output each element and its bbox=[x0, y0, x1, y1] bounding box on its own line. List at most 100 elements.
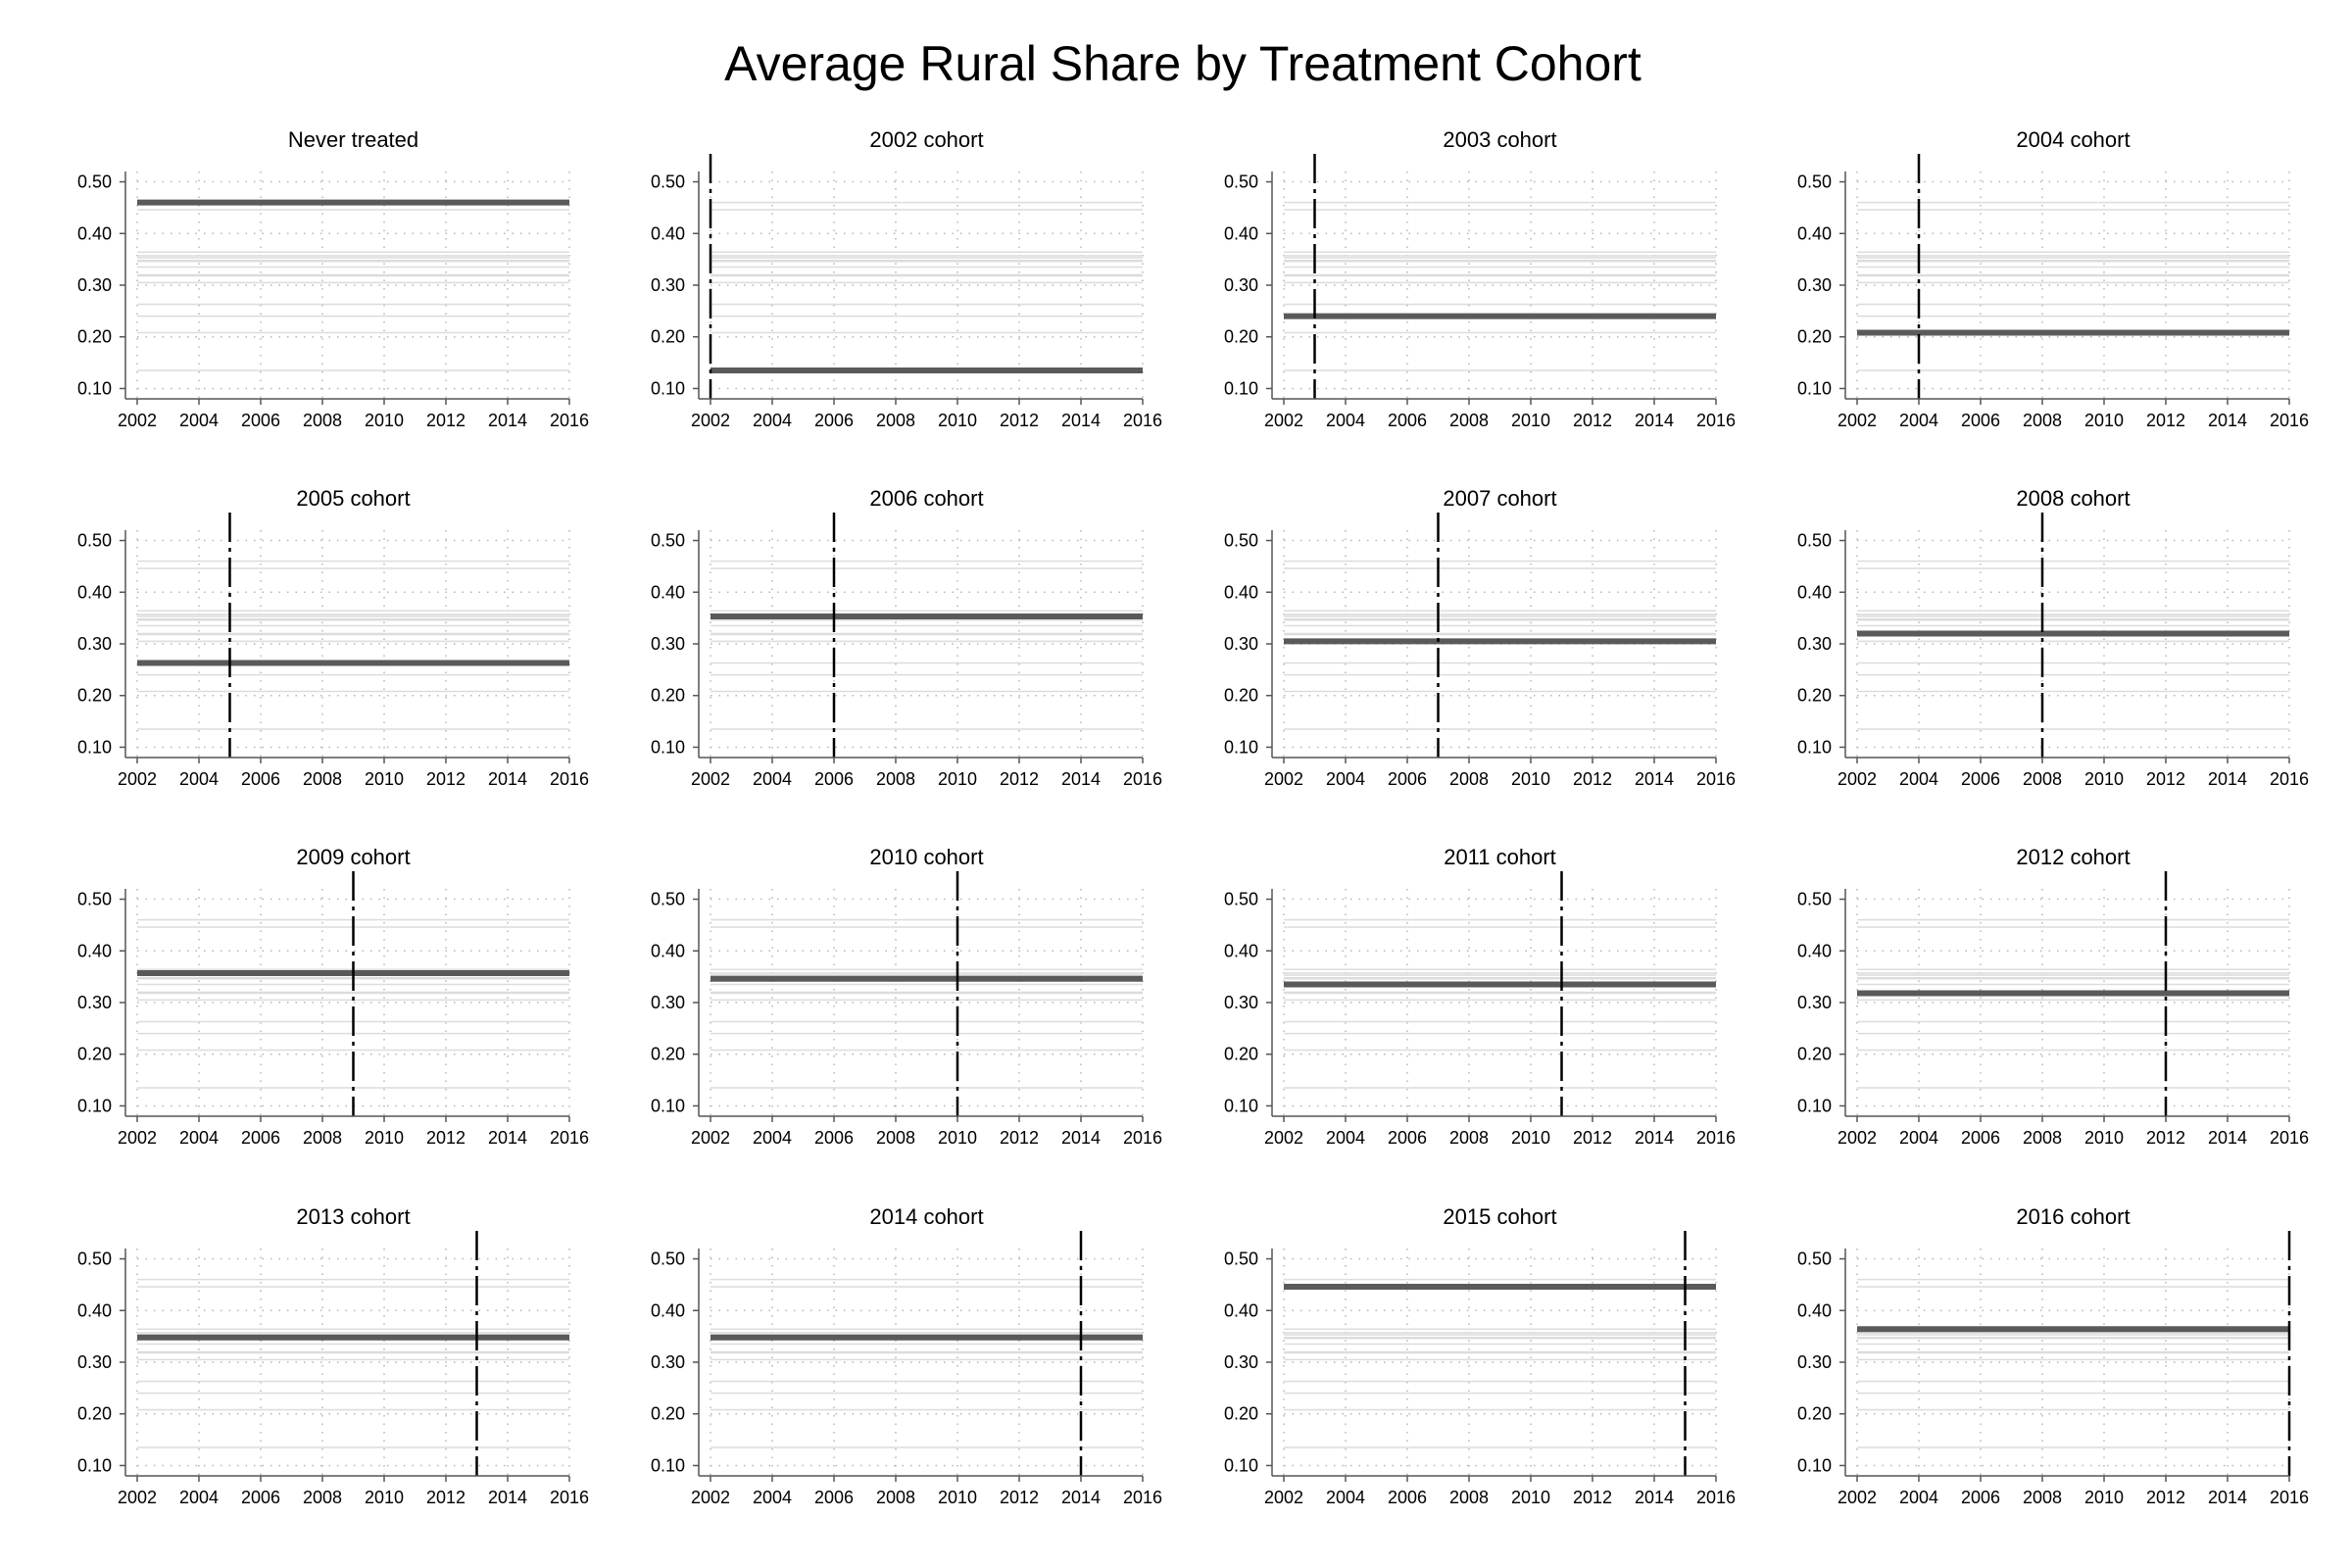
x-tick-label: 2004 bbox=[753, 1128, 792, 1148]
x-tick-label: 2004 bbox=[1899, 1488, 1938, 1507]
y-tick-label: 0.30 bbox=[77, 993, 112, 1012]
y-tick-label: 0.50 bbox=[77, 1250, 112, 1269]
y-tick-label: 0.50 bbox=[651, 890, 685, 909]
x-tick-label: 2010 bbox=[938, 411, 977, 430]
x-tick-label: 2012 bbox=[1000, 769, 1039, 789]
y-tick-label: 0.40 bbox=[1797, 941, 1832, 960]
panel-6: 2006 cohort 2002 2004 2006 2008 2010 2012 2014 2… bbox=[651, 486, 1162, 789]
x-tick-label: 2006 bbox=[1961, 411, 2000, 430]
panel-title: 2002 cohort bbox=[869, 127, 983, 152]
y-tick-label: 0.40 bbox=[1797, 223, 1832, 243]
x-tick-label: 2002 bbox=[1264, 769, 1303, 789]
panel-16: 2016 cohort 2002 2004 2006 2008 2010 2012 2014 2… bbox=[1797, 1204, 2309, 1507]
x-tick-label: 2010 bbox=[2084, 1128, 2124, 1148]
x-tick-label: 2002 bbox=[118, 769, 157, 789]
x-tick-label: 2016 bbox=[1123, 769, 1162, 789]
panel-1: Never treated 2002 2004 2006 2008 2010 2012 201… bbox=[77, 127, 589, 430]
panel-title: 2009 cohort bbox=[296, 845, 410, 869]
x-tick-label: 2002 bbox=[118, 411, 157, 430]
y-tick-label: 0.40 bbox=[77, 941, 112, 960]
x-tick-label: 2008 bbox=[2023, 411, 2062, 430]
x-tick-label: 2016 bbox=[1696, 1488, 1736, 1507]
panel-2: 2002 cohort 2002 2004 2006 2008 2010 2012 2014 2… bbox=[651, 127, 1162, 430]
panel-title: 2012 cohort bbox=[2016, 845, 2130, 869]
x-tick-label: 2016 bbox=[1696, 411, 1736, 430]
x-tick-label: 2002 bbox=[1838, 411, 1877, 430]
y-tick-label: 0.40 bbox=[651, 1300, 685, 1320]
panel-title: 2014 cohort bbox=[869, 1204, 983, 1229]
x-tick-label: 2014 bbox=[1061, 411, 1101, 430]
x-tick-label: 2004 bbox=[179, 1128, 219, 1148]
panel-11: 2011 cohort 2002 2004 2006 2008 2010 2012 2014 2… bbox=[1224, 845, 1736, 1148]
x-tick-label: 2004 bbox=[753, 769, 792, 789]
panel-9: 2009 cohort 2002 2004 2006 2008 2010 2012 2014 2… bbox=[77, 845, 589, 1148]
x-tick-label: 2010 bbox=[1511, 1128, 1550, 1148]
y-tick-label: 0.50 bbox=[651, 1250, 685, 1269]
y-tick-label: 0.40 bbox=[77, 582, 112, 602]
x-tick-label: 2006 bbox=[814, 411, 854, 430]
y-tick-label: 0.50 bbox=[1797, 172, 1832, 192]
x-tick-label: 2012 bbox=[426, 1128, 466, 1148]
x-tick-label: 2014 bbox=[1061, 769, 1101, 789]
panel-title: 2011 cohort bbox=[1444, 845, 1556, 869]
panel-14: 2014 cohort 2002 2004 2006 2008 2010 2012 2014 2… bbox=[651, 1204, 1162, 1507]
y-tick-label: 0.10 bbox=[651, 1096, 685, 1115]
panel-5: 2005 cohort 2002 2004 2006 2008 2010 2012 2014 2… bbox=[77, 486, 589, 789]
x-tick-label: 2016 bbox=[550, 1128, 589, 1148]
x-tick-label: 2014 bbox=[2208, 1128, 2247, 1148]
y-tick-label: 0.10 bbox=[1797, 378, 1832, 398]
y-tick-label: 0.10 bbox=[1797, 1455, 1832, 1475]
x-tick-label: 2010 bbox=[365, 411, 404, 430]
x-tick-label: 2006 bbox=[814, 1128, 854, 1148]
x-tick-label: 2006 bbox=[241, 1128, 280, 1148]
x-tick-label: 2010 bbox=[365, 769, 404, 789]
x-tick-label: 2002 bbox=[691, 1488, 730, 1507]
x-tick-label: 2010 bbox=[1511, 769, 1550, 789]
panel-4: 2004 cohort 2002 2004 2006 2008 2010 2012 2014 2… bbox=[1797, 127, 2309, 430]
y-tick-label: 0.50 bbox=[1224, 1250, 1258, 1269]
x-tick-label: 2002 bbox=[1838, 769, 1877, 789]
x-tick-label: 2004 bbox=[1899, 411, 1938, 430]
x-tick-label: 2012 bbox=[426, 1488, 466, 1507]
x-tick-label: 2014 bbox=[2208, 411, 2247, 430]
x-tick-label: 2006 bbox=[1388, 1128, 1427, 1148]
panel-title: 2015 cohort bbox=[1443, 1204, 1556, 1229]
x-tick-label: 2012 bbox=[1573, 769, 1612, 789]
x-tick-label: 2010 bbox=[938, 1488, 977, 1507]
y-tick-label: 0.40 bbox=[651, 941, 685, 960]
y-tick-label: 0.50 bbox=[1224, 172, 1258, 192]
y-tick-label: 0.20 bbox=[77, 1045, 112, 1064]
x-tick-label: 2004 bbox=[1326, 1488, 1365, 1507]
y-tick-label: 0.50 bbox=[1224, 531, 1258, 551]
y-tick-label: 0.30 bbox=[651, 634, 685, 654]
y-tick-label: 0.10 bbox=[651, 1455, 685, 1475]
x-tick-label: 2002 bbox=[1264, 1128, 1303, 1148]
panel-13: 2013 cohort 2002 2004 2006 2008 2010 2012 2014 2… bbox=[77, 1204, 589, 1507]
y-tick-label: 0.20 bbox=[77, 327, 112, 347]
x-tick-label: 2008 bbox=[2023, 1488, 2062, 1507]
x-tick-label: 2010 bbox=[2084, 411, 2124, 430]
x-tick-label: 2008 bbox=[303, 769, 342, 789]
x-tick-label: 2014 bbox=[488, 1488, 527, 1507]
y-tick-label: 0.20 bbox=[651, 686, 685, 706]
y-tick-label: 0.20 bbox=[1797, 1404, 1832, 1424]
x-tick-label: 2004 bbox=[179, 411, 219, 430]
x-tick-label: 2008 bbox=[876, 1488, 915, 1507]
x-tick-label: 2002 bbox=[1264, 411, 1303, 430]
x-tick-label: 2008 bbox=[2023, 769, 2062, 789]
x-tick-label: 2002 bbox=[118, 1128, 157, 1148]
x-tick-label: 2016 bbox=[1696, 1128, 1736, 1148]
x-tick-label: 2006 bbox=[241, 1488, 280, 1507]
x-tick-label: 2016 bbox=[1123, 1128, 1162, 1148]
x-tick-label: 2010 bbox=[1511, 1488, 1550, 1507]
y-tick-label: 0.50 bbox=[1797, 890, 1832, 909]
x-tick-label: 2006 bbox=[241, 411, 280, 430]
x-tick-label: 2016 bbox=[2270, 411, 2309, 430]
x-tick-label: 2004 bbox=[1326, 411, 1365, 430]
panel-title: 2010 cohort bbox=[869, 845, 983, 869]
y-tick-label: 0.40 bbox=[651, 223, 685, 243]
x-tick-label: 2010 bbox=[2084, 1488, 2124, 1507]
panel-title: 2004 cohort bbox=[2016, 127, 2130, 152]
y-tick-label: 0.10 bbox=[1797, 1096, 1832, 1115]
panel-title: 2005 cohort bbox=[296, 486, 410, 511]
